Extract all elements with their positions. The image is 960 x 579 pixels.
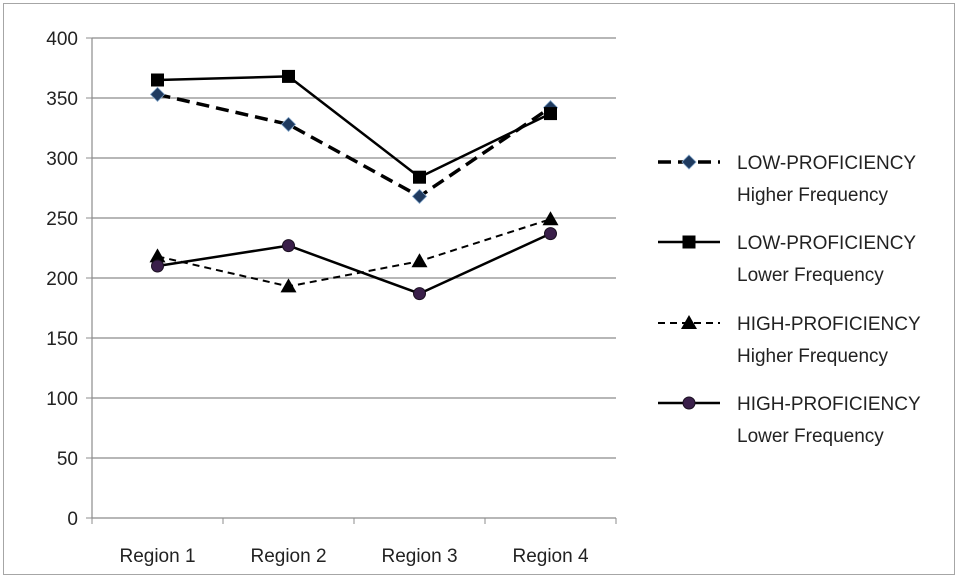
series-group	[149, 69, 559, 301]
data-point	[413, 287, 426, 301]
data-point	[280, 116, 297, 132]
legend-marker	[681, 315, 697, 329]
y-tick-label: 100	[46, 389, 78, 410]
data-point	[280, 278, 297, 293]
y-tick-label: 150	[46, 329, 78, 350]
legend-label: HIGH-PROFICIENCY	[737, 314, 921, 335]
series-line	[157, 92, 552, 199]
data-point	[544, 107, 557, 121]
data-point	[542, 211, 559, 226]
series-3	[149, 211, 559, 293]
data-point	[544, 227, 557, 241]
data-point	[151, 259, 164, 273]
y-tick-label: 400	[46, 29, 78, 50]
x-tick-label: Region 1	[119, 546, 195, 567]
y-tick-label: 300	[46, 149, 78, 170]
legend-label: Lower Frequency	[737, 426, 884, 447]
series-line	[157, 75, 552, 179]
legend-marker	[682, 235, 696, 249]
legend-entry-3: HIGH-PROFICIENCY Higher Frequency	[658, 314, 921, 367]
y-tick-label: 250	[46, 209, 78, 230]
x-tick-label: Region 3	[381, 546, 457, 567]
legend-entry-4: HIGH-PROFICIENCY Lower Frequency	[658, 394, 921, 447]
data-point	[149, 86, 166, 102]
data-point	[282, 69, 295, 83]
legend-label: Lower Frequency	[737, 265, 884, 286]
legend-entry-2: LOW-PROFICIENCY Lower Frequency	[658, 233, 916, 286]
x-tick-label: Region 2	[250, 546, 326, 567]
legend-label: HIGH-PROFICIENCY	[737, 394, 921, 415]
series-1	[149, 86, 559, 204]
legend-entry-1: LOW-PROFICIENCY Higher Frequency	[658, 153, 916, 206]
data-point	[282, 239, 295, 253]
series-line	[157, 232, 552, 295]
legend-label: LOW-PROFICIENCY	[737, 153, 916, 174]
gridlines	[92, 37, 616, 459]
data-point	[413, 170, 426, 184]
y-tick-label: 50	[57, 449, 78, 470]
data-point	[149, 248, 166, 263]
data-point	[411, 253, 428, 268]
series-2	[151, 69, 557, 184]
legend-label: LOW-PROFICIENCY	[737, 233, 916, 254]
series-line	[157, 218, 551, 288]
axes	[86, 37, 617, 524]
y-tick-label: 0	[67, 509, 78, 530]
x-tick-labels: Region 1 Region 2 Region 3 Region 4	[119, 546, 588, 567]
y-tick-label: 350	[46, 89, 78, 110]
y-tick-label: 200	[46, 269, 78, 290]
legend-marker	[681, 154, 697, 170]
data-point	[151, 73, 164, 87]
series-4	[151, 227, 557, 301]
data-point	[411, 188, 428, 204]
legend-marker	[682, 396, 696, 410]
legend-label: Higher Frequency	[737, 185, 889, 206]
y-tick-labels: 0 50 100 150 200 250 300 350 400	[46, 29, 78, 530]
legend-label: Higher Frequency	[737, 346, 889, 367]
x-tick-label: Region 4	[512, 546, 588, 567]
